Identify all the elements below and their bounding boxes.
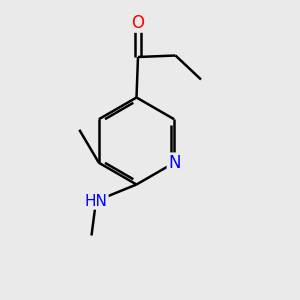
- Text: HN: HN: [85, 194, 107, 208]
- Text: O: O: [131, 14, 145, 32]
- Text: N: N: [168, 154, 180, 172]
